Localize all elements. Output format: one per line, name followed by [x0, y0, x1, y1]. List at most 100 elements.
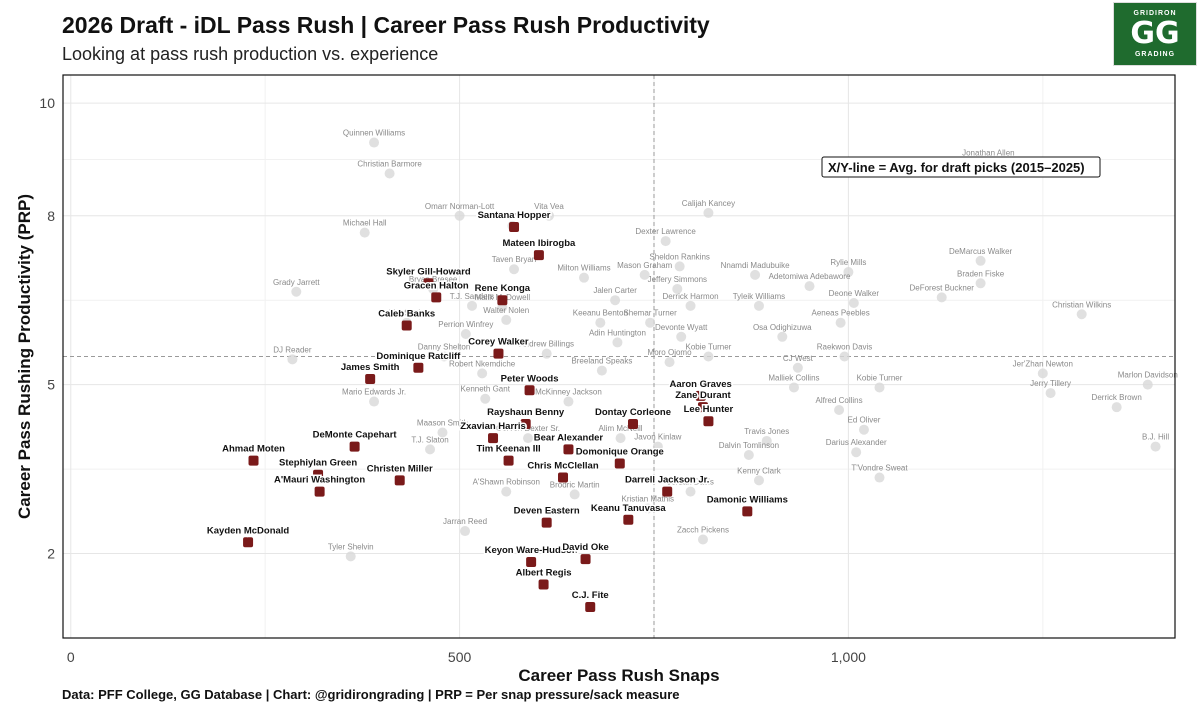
historical-marker	[1150, 441, 1161, 452]
prospect-marker	[401, 320, 412, 331]
historical-marker	[834, 404, 845, 415]
historical-pick-point: Devonte Wyatt	[655, 323, 708, 342]
prospect-point: Zane Durant	[674, 389, 733, 413]
historical-pick-point: Braden Fiske	[957, 269, 1005, 289]
prospect-point: C.J. Fite	[570, 589, 610, 613]
prospect-label: Dominique Ratcliff	[376, 351, 461, 362]
historical-marker	[975, 278, 986, 289]
prospect-label: Caleb Banks	[378, 309, 435, 320]
prospect-label: Rayshaun Benny	[487, 407, 565, 418]
historical-pick-label: T.J. Slaton	[411, 435, 448, 444]
prospect-point: Keyon Ware-Hudson	[483, 543, 579, 567]
prospect-label: Damonic Williams	[707, 494, 788, 505]
historical-marker	[851, 447, 862, 458]
prospect-point: Tim Keenan III	[475, 442, 542, 466]
historical-pick-label: Osa Odighizuwa	[753, 323, 812, 332]
historical-pick-point: Taven Bryan	[492, 255, 536, 275]
historical-pick-point: DeForest Buckner	[909, 283, 974, 303]
historical-marker	[454, 210, 465, 221]
historical-marker	[804, 281, 815, 292]
historical-marker	[743, 450, 754, 461]
prospect-label: Keanu Tanuvasa	[591, 503, 667, 514]
prospect-label: Santana Hopper	[478, 210, 551, 221]
x-tick-label: 1,000	[831, 649, 866, 665]
prospect-label: Bear Alexander	[534, 432, 604, 443]
historical-marker	[639, 269, 650, 280]
prospect-point: Mateen Ibirogba	[501, 237, 578, 261]
prospect-point: Aaron Graves	[668, 377, 733, 401]
prospect-point: Christen Miller	[365, 462, 434, 486]
historical-pick-point: Maason Smith	[417, 419, 468, 438]
historical-pick-point: T.J. Slaton	[411, 435, 449, 455]
prospect-marker	[413, 362, 424, 373]
prospect-point: Darrell Jackson Jr.	[623, 473, 711, 497]
historical-pick-point: Christian Barmore	[357, 160, 422, 179]
prospect-point: Gracen Halton	[402, 279, 470, 303]
historical-pick-point: Tyleik Williams	[733, 292, 785, 311]
historical-pick-point: Danny Shelton	[418, 343, 470, 362]
historical-marker	[384, 168, 395, 179]
prospect-point: James Smith	[339, 361, 401, 385]
historical-pick-label: B.J. Hill	[1142, 433, 1169, 442]
historical-marker	[369, 137, 380, 148]
historical-marker	[777, 331, 788, 342]
prospect-marker	[423, 278, 434, 289]
prospect-point: Bear Alexander	[532, 431, 605, 455]
historical-pick-label: Ed Oliver	[847, 416, 880, 425]
historical-marker	[674, 261, 685, 272]
historical-marker	[645, 317, 656, 328]
historical-marker	[843, 267, 854, 278]
historical-marker	[874, 472, 885, 483]
historical-pick-label: Derrick Brown	[1092, 393, 1142, 402]
historical-pick-point: Malliek Collins	[768, 373, 820, 393]
historical-pick-point: Jer'Zhan Newton	[1013, 359, 1073, 379]
historical-marker	[610, 295, 621, 306]
historical-pick-label: Dexter Lawrence	[635, 227, 696, 236]
prospect-marker	[493, 348, 504, 359]
prospect-label: Skyler Gill-Howard	[386, 266, 471, 277]
y-tick-label: 2	[47, 546, 55, 562]
historical-pick-point: Ed Oliver	[847, 416, 881, 435]
historical-pick-label: Danny Shelton	[418, 343, 470, 352]
prospect-marker	[703, 416, 714, 427]
historical-marker	[612, 337, 623, 348]
historical-marker	[439, 351, 450, 362]
historical-marker	[1076, 309, 1087, 320]
prospect-point: Ahmad Moten	[221, 442, 287, 466]
historical-pick-point: Michael Hall	[343, 219, 387, 238]
historical-marker	[848, 298, 859, 309]
historical-pick-point: Shemar Turner	[623, 309, 677, 328]
historical-pick-label: Moro Ojomo	[648, 348, 693, 357]
historical-pick-point: Kristian Mathis	[622, 495, 674, 514]
historical-pick-label: Jordan Davis	[667, 478, 714, 487]
prospect-marker	[627, 419, 638, 430]
y-tick-label: 8	[47, 208, 55, 224]
prospect-point: Stephiylan Green	[277, 456, 359, 480]
prospect-marker	[349, 441, 360, 452]
historical-marker	[697, 534, 708, 545]
historical-pick-point: Kenneth Gant	[461, 385, 511, 404]
historical-marker	[595, 317, 606, 328]
prospect-label: Zxavian Harris	[460, 421, 525, 432]
prospect-point: Kayden McDonald	[205, 524, 291, 548]
historical-marker	[460, 526, 471, 537]
prospect-point: David Oke	[561, 541, 610, 565]
logo-mark: GG	[1130, 16, 1180, 51]
historical-marker	[839, 351, 850, 362]
x-axis-label: Career Pass Rush Snaps	[518, 666, 719, 685]
historical-pick-point: Perrion Winfrey	[438, 320, 493, 339]
historical-marker	[1045, 388, 1056, 399]
prospect-point: Damonic Williams	[705, 493, 789, 517]
historical-pick-label: Travis Jones	[744, 427, 789, 436]
historical-pick-point: Jordan Davis	[667, 478, 714, 497]
prospect-point: Skyler Gill-Howard	[385, 265, 472, 289]
historical-pick-label: A'Shawn Robinson	[473, 478, 540, 487]
historical-pick-label: Mario Edwards Jr.	[342, 388, 406, 397]
prospect-point: Corey Walker	[467, 335, 530, 359]
historical-pick-label: Nnamdi Madubuike	[721, 261, 790, 270]
historical-marker	[477, 368, 488, 379]
historical-pick-label: Jonathan Allen	[962, 148, 1015, 157]
historical-marker	[652, 441, 663, 452]
prospect-marker	[524, 385, 535, 396]
prospect-marker	[243, 537, 254, 548]
